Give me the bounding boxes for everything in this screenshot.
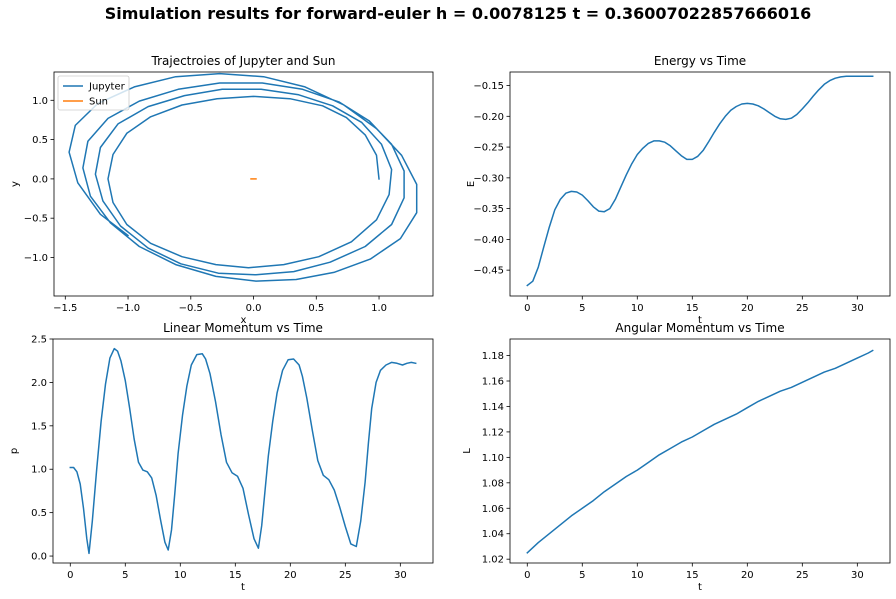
y-tick-label: 1.5: [31, 421, 47, 432]
x-tick-label: 20: [741, 570, 754, 581]
y-tick-label: 1.02: [482, 555, 504, 566]
x-axis-label: x: [241, 315, 247, 326]
x-tick-label: 15: [686, 303, 699, 314]
x-axis-label: t: [241, 582, 245, 593]
x-tick-label: 15: [686, 570, 699, 581]
plot-area: [510, 339, 890, 563]
x-tick-label: 30: [851, 303, 864, 314]
axes-frame: [52, 338, 434, 564]
plot-area: [510, 72, 890, 296]
x-tick-label: 5: [579, 303, 585, 314]
x-tick-label: 5: [579, 570, 585, 581]
x-tick-label: 25: [796, 570, 809, 581]
y-tick-label: −0.45: [473, 266, 504, 277]
plot-title: Angular Momentum vs Time: [615, 321, 784, 335]
y-tick-label: 1.0: [32, 96, 48, 107]
x-tick-label: 20: [284, 570, 297, 581]
x-tick-label: 0.5: [308, 303, 324, 314]
x-tick-label: 30: [394, 570, 407, 581]
y-tick-label: −0.5: [24, 214, 48, 225]
y-tick-label: 1.06: [482, 504, 504, 515]
x-tick-label: 0.0: [246, 303, 262, 314]
x-tick-label: 1.0: [371, 303, 387, 314]
axes-frame: [509, 71, 891, 297]
x-tick-label: 0: [524, 303, 530, 314]
x-tick-label: −1.0: [116, 303, 140, 314]
y-tick-label: −0.25: [473, 143, 504, 154]
series-line-jupyter: [68, 72, 418, 282]
y-axis-label: p: [9, 448, 20, 454]
x-tick-label: 0: [67, 570, 73, 581]
chart-energy: 0 5 10 15 20 25 30 −0.45 −0.40 −0.35 −0.30 −0.25 −0.…: [466, 54, 891, 326]
x-tick-label: 10: [174, 570, 187, 581]
x-tick-label: −1.5: [53, 303, 77, 314]
x-tick-label: 25: [796, 303, 809, 314]
y-tick-label: −0.20: [473, 112, 504, 123]
x-tick-label: 0: [524, 570, 530, 581]
chart-traj: −1.5 −1.0 −0.5 0.0 0.5 1.0 −1.0 −0.5 0.0 0.5 1.0 Tr…: [10, 54, 434, 326]
axes-frame: [509, 338, 891, 564]
x-tick-label: 5: [122, 570, 128, 581]
plot-title: Linear Momentum vs Time: [163, 321, 323, 335]
chart-linmom: 0 5 10 15 20 25 30 0.0 0.5 1.0 1.5 2.0 2.5 Linear Mom…: [9, 321, 434, 593]
axes-frame: [53, 71, 434, 297]
x-tick-label: 30: [851, 570, 864, 581]
figure-title: Simulation results for forward-euler h =…: [105, 4, 812, 23]
plot-title: Energy vs Time: [654, 54, 746, 68]
y-tick-label: 1.16: [482, 377, 504, 388]
y-tick-label: 0.0: [31, 552, 47, 563]
series-line-value: [526, 349, 874, 554]
subplots: −1.5 −1.0 −0.5 0.0 0.5 1.0 −1.0 −0.5 0.0 0.5 1.0 Tr…: [9, 54, 891, 593]
y-tick-label: −0.40: [473, 235, 504, 246]
y-tick-label: 1.04: [482, 529, 504, 540]
legend: Jupyter Sun: [57, 75, 130, 111]
y-axis-label: y: [10, 181, 21, 187]
y-tick-label: 2.0: [31, 378, 47, 389]
y-tick-label: 2.5: [31, 335, 47, 346]
x-tick-label: 20: [741, 303, 754, 314]
chart-angmom: 0 5 10 15 20 25 30 1.02 1.04 1.06 1.08 1.10 1.12 1.14…: [462, 321, 891, 593]
legend-label-sun: Sun: [89, 97, 108, 108]
y-axis-label: L: [462, 448, 473, 454]
y-tick-label: −0.15: [473, 81, 504, 92]
plot-area: [53, 339, 433, 563]
y-axis-label: E: [466, 181, 477, 187]
x-tick-label: 15: [229, 570, 242, 581]
x-tick-label: 10: [631, 570, 644, 581]
y-tick-label: 1.12: [482, 427, 504, 438]
series-line-value: [69, 347, 417, 555]
x-tick-label: 10: [631, 303, 644, 314]
y-tick-label: −0.35: [473, 204, 504, 215]
y-tick-label: 1.18: [482, 351, 504, 362]
y-tick-label: 1.10: [482, 453, 504, 464]
y-tick-label: −0.30: [473, 173, 504, 184]
y-tick-label: 1.08: [482, 478, 504, 489]
x-axis-label: t: [698, 582, 702, 593]
x-axis-label: t: [698, 315, 702, 326]
plot-title: Trajectroies of Jupyter and Sun: [151, 54, 336, 68]
x-tick-label: 25: [339, 570, 352, 581]
x-tick-label: −0.5: [179, 303, 203, 314]
y-tick-label: 1.14: [482, 402, 504, 413]
y-tick-label: 0.5: [32, 135, 48, 146]
legend-label-jupyter: Jupyter: [88, 82, 126, 93]
series-line-value: [526, 75, 874, 287]
y-tick-label: 0.0: [32, 174, 48, 185]
y-tick-label: 0.5: [31, 508, 47, 519]
y-tick-label: −1.0: [24, 253, 48, 264]
y-tick-label: 1.0: [31, 465, 47, 476]
